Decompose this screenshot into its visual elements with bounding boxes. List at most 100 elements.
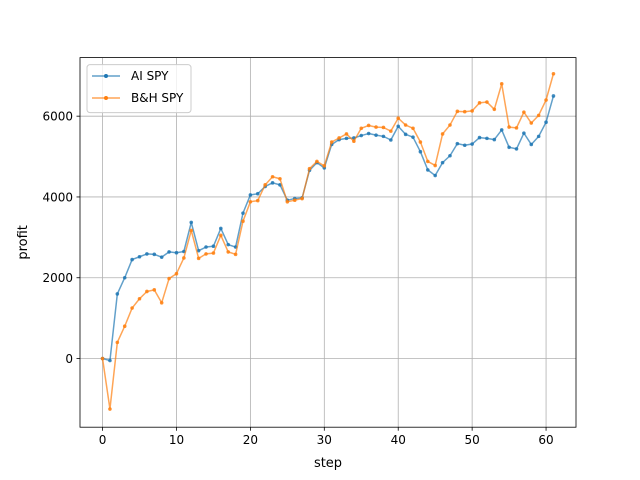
data-point-ai-spy (411, 135, 415, 139)
data-point-ai-spy (418, 149, 423, 154)
data-point-b-h-spy (381, 125, 386, 130)
y-tick-label: 4000 (42, 190, 73, 204)
data-point-b-h-spy (182, 256, 186, 260)
data-point-b-h-spy (455, 109, 460, 114)
data-point-b-h-spy (403, 123, 408, 127)
data-point-ai-spy (514, 147, 519, 151)
data-point-b-h-spy (189, 228, 194, 233)
data-point-b-h-spy (241, 219, 245, 223)
x-tick-label: 60 (538, 433, 553, 447)
x-tick-label: 20 (243, 433, 258, 447)
data-point-ai-spy (130, 257, 134, 262)
data-point-ai-spy (270, 181, 275, 185)
data-point-b-h-spy (389, 129, 393, 133)
data-point-ai-spy (241, 211, 245, 215)
data-point-b-h-spy (433, 163, 437, 168)
data-point-ai-spy (167, 250, 171, 254)
data-point-b-h-spy (329, 140, 334, 144)
y-tick-label: 0 (65, 352, 73, 366)
data-point-b-h-spy (263, 183, 267, 187)
y-tick-label: 2000 (42, 271, 73, 285)
data-point-b-h-spy (344, 132, 349, 136)
data-point-b-h-spy (219, 233, 223, 238)
data-point-ai-spy (145, 252, 149, 256)
data-point-ai-spy (499, 128, 504, 132)
data-point-b-h-spy (374, 125, 378, 129)
data-point-ai-spy (389, 138, 393, 142)
data-point-ai-spy (108, 358, 112, 363)
legend-label-bh-spy: B&H SPY (131, 91, 184, 105)
data-point-b-h-spy (307, 166, 312, 171)
legend: AI SPY B&H SPY (86, 64, 192, 114)
data-point-b-h-spy (462, 109, 467, 114)
data-point-ai-spy (211, 244, 216, 249)
data-point-b-h-spy (366, 123, 371, 128)
data-point-ai-spy (204, 245, 208, 249)
x-tick-label: 30 (317, 433, 332, 447)
data-point-ai-spy (137, 254, 142, 259)
data-point-b-h-spy (485, 100, 489, 104)
data-point-b-h-spy (152, 288, 157, 292)
data-point-ai-spy (522, 131, 526, 135)
data-point-b-h-spy (167, 276, 171, 281)
data-point-b-h-spy (248, 200, 253, 204)
data-point-b-h-spy (507, 125, 511, 129)
data-point-ai-spy (433, 173, 437, 178)
data-point-ai-spy (122, 275, 127, 280)
x-axis-label: step (314, 456, 342, 471)
legend-label-ai-spy: AI SPY (131, 69, 169, 83)
x-axis-ticks: 0 10 20 30 40 50 60 (99, 427, 554, 447)
data-point-b-h-spy (100, 356, 105, 361)
data-point-ai-spy (196, 248, 201, 253)
data-point-b-h-spy (211, 251, 216, 255)
data-point-b-h-spy (255, 198, 260, 203)
data-point-ai-spy (551, 94, 556, 98)
data-point-b-h-spy (233, 252, 238, 257)
data-point-ai-spy (425, 168, 430, 172)
x-tick-label: 10 (169, 433, 184, 447)
data-point-ai-spy (174, 250, 179, 255)
data-point-ai-spy (159, 255, 164, 259)
data-point-b-h-spy (270, 174, 275, 179)
data-point-b-h-spy (337, 136, 341, 140)
data-point-ai-spy (544, 120, 548, 125)
x-tick-label: 0 (99, 433, 107, 447)
data-point-b-h-spy (322, 164, 327, 168)
data-point-b-h-spy (122, 324, 127, 329)
data-point-b-h-spy (529, 121, 534, 125)
data-point-ai-spy (366, 131, 371, 136)
data-point-b-h-spy (477, 101, 482, 105)
data-point-ai-spy (536, 134, 541, 139)
data-point-b-h-spy (522, 110, 526, 114)
data-point-ai-spy (115, 292, 120, 296)
data-point-b-h-spy (159, 300, 164, 305)
legend-marker-bh-spy (104, 96, 108, 100)
data-point-ai-spy (189, 220, 194, 225)
series-line-b-h-spy (101, 73, 555, 410)
x-tick-label: 50 (465, 433, 480, 447)
legend-marker-ai-spy (104, 74, 108, 78)
data-point-b-h-spy (514, 126, 519, 130)
data-point-ai-spy (255, 191, 260, 196)
data-point-b-h-spy (145, 289, 149, 294)
y-tick-label: 6000 (42, 110, 73, 124)
data-point-ai-spy (507, 145, 511, 150)
data-point-ai-spy (226, 242, 231, 247)
data-point-b-h-spy (300, 196, 304, 201)
data-point-ai-spy (462, 143, 467, 148)
data-point-ai-spy (529, 142, 534, 147)
y-axis-ticks: 0 2000 4000 6000 (42, 110, 80, 366)
data-point-ai-spy (485, 136, 489, 141)
data-point-b-h-spy (492, 107, 497, 112)
data-point-ai-spy (455, 141, 460, 146)
data-point-b-h-spy (411, 126, 415, 131)
data-point-ai-spy (448, 153, 452, 158)
grid (80, 57, 576, 428)
data-point-b-h-spy (536, 113, 541, 118)
y-axis-label: profit (16, 225, 31, 260)
series-b-h-spy (100, 71, 556, 411)
data-point-ai-spy (440, 160, 445, 165)
data-point-b-h-spy (226, 250, 231, 254)
data-point-b-h-spy (352, 139, 356, 144)
